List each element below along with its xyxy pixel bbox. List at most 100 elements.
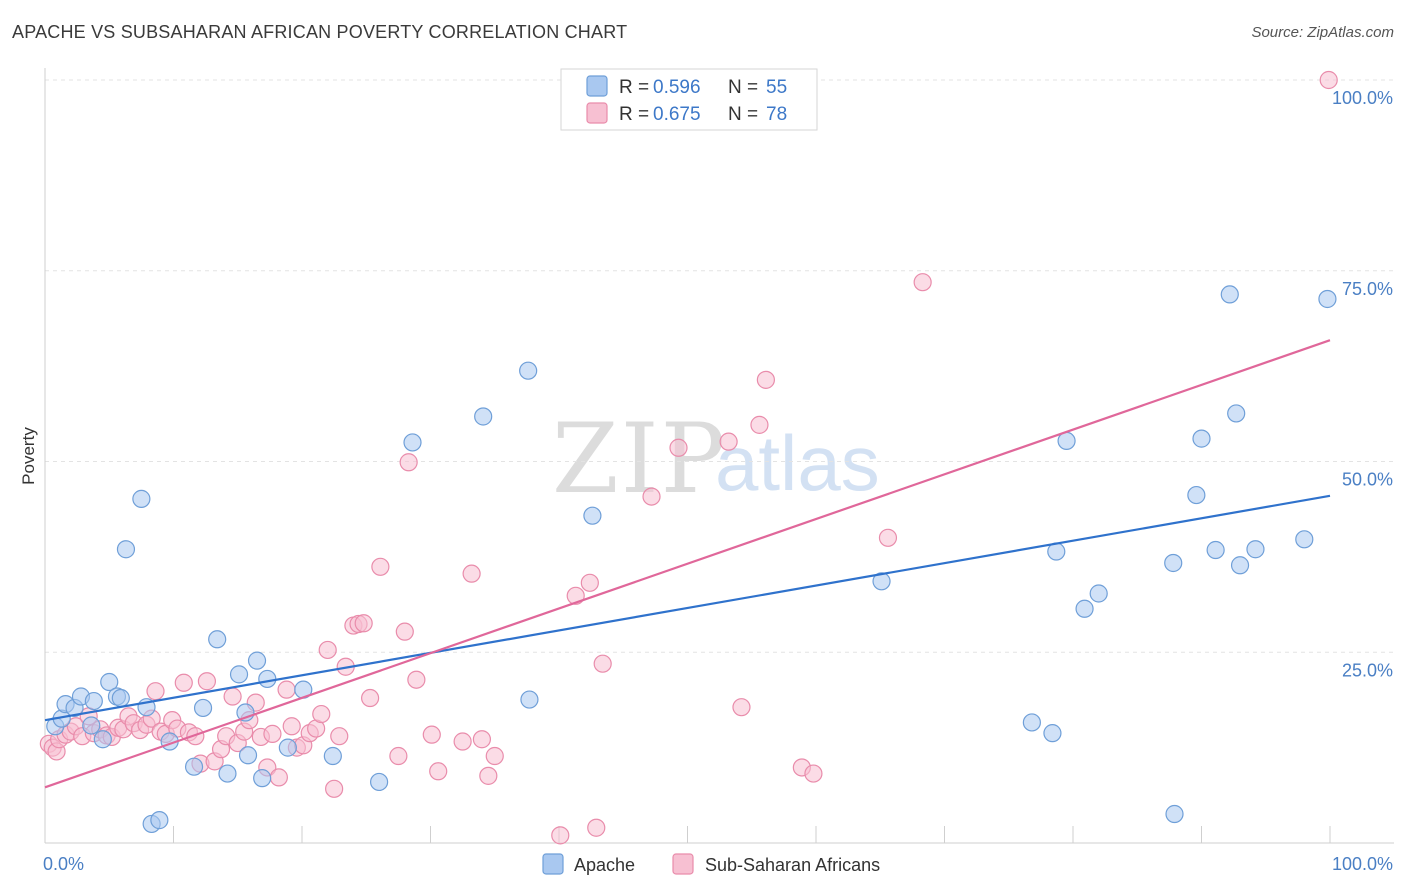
- y-tick-label-2: 75.0%: [1342, 279, 1393, 299]
- ssa-point-25: [174, 673, 193, 692]
- apache-point-33: [519, 361, 538, 380]
- legend-n-value-apache: 55: [766, 77, 787, 98]
- ssa-point-72: [587, 818, 606, 837]
- apache-point-50: [1230, 556, 1250, 575]
- apache-point-36: [872, 572, 891, 591]
- y-tick-label-0: 25.0%: [1342, 660, 1393, 680]
- watermark-zip: ZIP: [552, 403, 727, 515]
- ssa-point-65: [462, 564, 481, 583]
- apache-point-11: [116, 540, 136, 559]
- ssa-point-41: [269, 768, 288, 787]
- apache-point-5: [82, 716, 101, 735]
- apache-point-37: [1022, 713, 1041, 732]
- ssa-point-56: [361, 688, 380, 708]
- legend-n-label-apache: N =: [728, 77, 758, 98]
- ssa-trendline: [44, 339, 1331, 789]
- ssa-point-73: [593, 654, 612, 673]
- ssa-point-83: [913, 273, 932, 292]
- apache-point-23: [238, 746, 258, 765]
- apache-point-29: [323, 746, 342, 766]
- apache-point-34: [520, 690, 539, 709]
- bottom-legend-swatch-ssa: [672, 853, 694, 875]
- x-tick-labels: 0.0% 100.0%: [43, 854, 1393, 874]
- ssa-point-62: [422, 725, 441, 744]
- apache-point-20: [218, 764, 237, 783]
- ssa-point-66: [472, 730, 491, 749]
- legend-r-label-ssa: R =: [619, 104, 649, 125]
- ssa-point-42: [277, 680, 296, 699]
- apache-point-10: [111, 688, 130, 708]
- y-tick-label-3: 100.0%: [1332, 88, 1393, 108]
- ssa-point-78: [750, 415, 769, 434]
- apache-point-47: [1206, 540, 1225, 560]
- ssa-point-63: [429, 762, 448, 781]
- ssa-point-29: [197, 672, 217, 691]
- bottom-legend-swatch-apache: [542, 853, 564, 875]
- apache-point-32: [474, 407, 493, 426]
- apache-point-41: [1075, 599, 1094, 618]
- ssa-point-51: [330, 727, 349, 746]
- apache-point-30: [370, 772, 389, 792]
- watermark: ZIP atlas: [552, 403, 880, 515]
- apache-point-15: [150, 811, 169, 830]
- source-credit: Source: ZipAtlas.com: [1251, 24, 1394, 41]
- bottom-legend-ssa: Sub-Saharan Africans: [705, 855, 880, 875]
- apache-point-8: [100, 672, 119, 692]
- ssa-point-59: [395, 622, 414, 641]
- ssa-point-48: [312, 704, 331, 724]
- legend-n-label-ssa: N =: [728, 104, 758, 125]
- apache-point-12: [132, 489, 151, 508]
- apache-point-7: [93, 730, 112, 749]
- ssa-point-55: [354, 614, 373, 633]
- apache-point-51: [1246, 540, 1265, 559]
- apache-point-18: [193, 698, 213, 718]
- apache-point-49: [1227, 404, 1246, 423]
- y-axis-label: Poverty: [19, 427, 38, 485]
- apache-point-27: [278, 738, 297, 757]
- legend-r-label-apache: R =: [619, 77, 649, 98]
- apache-point-25: [253, 769, 272, 788]
- ssa-point-43: [282, 717, 301, 736]
- ssa-point-69: [551, 826, 570, 845]
- apache-point-17: [184, 757, 204, 776]
- ssa-point-81: [804, 764, 823, 783]
- ssa-point-40: [263, 724, 282, 743]
- apache-point-45: [1187, 485, 1206, 505]
- legend-r-value-ssa: 0.675: [653, 104, 701, 125]
- legend: R = 0.596 N = 55 R = 0.675 N = 78: [560, 68, 818, 131]
- apache-point-19: [208, 630, 227, 649]
- apache-point-38: [1043, 724, 1062, 743]
- apache-point-42: [1089, 584, 1108, 603]
- legend-swatch-ssa: [586, 102, 608, 124]
- apache-point-53: [1318, 289, 1337, 309]
- ssa-point-76: [719, 432, 738, 451]
- ssa-point-77: [732, 698, 751, 717]
- apache-point-43: [1164, 553, 1183, 573]
- bottom-legend-apache: Apache: [574, 855, 635, 875]
- ssa-point-67: [479, 766, 498, 785]
- apache-point-31: [403, 433, 422, 452]
- ssa-point-49: [318, 640, 337, 660]
- apache-point-44: [1165, 804, 1184, 824]
- chart-title: APACHE VS SUBSAHARAN AFRICAN POVERTY COR…: [12, 22, 628, 42]
- ssa-point-71: [580, 573, 599, 592]
- trendlines: [44, 339, 1331, 789]
- legend-n-value-ssa: 78: [766, 104, 787, 125]
- ssa-point-20: [146, 682, 165, 701]
- ssa-point-60: [399, 453, 418, 472]
- ssa-point-57: [371, 557, 390, 576]
- y-tick-label-1: 50.0%: [1342, 470, 1393, 490]
- apache-point-26: [258, 669, 277, 689]
- apache-point-48: [1220, 285, 1239, 304]
- apache-point-21: [229, 665, 249, 684]
- apache-trendline: [44, 494, 1331, 722]
- ssa-point-58: [389, 746, 408, 766]
- legend-swatch-apache: [586, 75, 608, 97]
- ssa-point-27: [186, 727, 205, 746]
- ssa-point-82: [878, 528, 898, 547]
- ssa-point-75: [669, 438, 688, 457]
- ssa-point-33: [223, 687, 242, 706]
- apache-point-35: [583, 506, 602, 525]
- apache-point-52: [1295, 530, 1314, 549]
- watermark-atlas: atlas: [715, 419, 880, 507]
